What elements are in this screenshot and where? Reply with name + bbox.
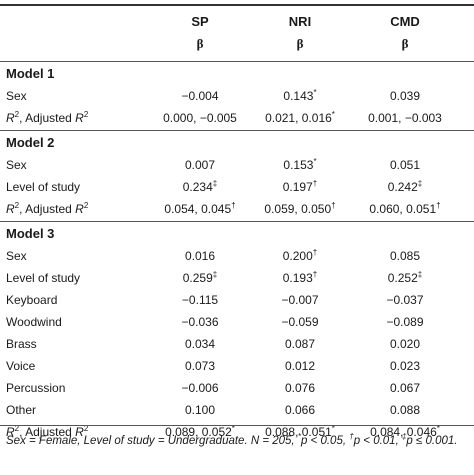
cell-cmd: 0.060, 0.051†	[369, 201, 441, 217]
row-label: Sex	[6, 89, 27, 103]
cell-nri: 0.076	[284, 381, 316, 395]
cell-nri: −0.007	[281, 293, 319, 307]
table-row: Level of study 0.234‡ 0.197† 0.242‡	[0, 176, 474, 198]
row-label: R2, Adjusted R2	[6, 424, 89, 440]
cell-nri: 0.193†	[282, 270, 318, 286]
cell-cmd: 0.039	[389, 89, 421, 103]
cell-nri: 0.059, 0.050†	[264, 201, 336, 217]
cell-nri: 0.021, 0.016*	[265, 110, 335, 126]
row-label: R2, Adjusted R2	[6, 201, 89, 217]
row-label: Percussion	[6, 381, 66, 395]
cell-sp: 0.007	[184, 158, 216, 172]
cell-cmd: 0.020	[389, 337, 421, 351]
model-divider	[0, 130, 474, 131]
cell-cmd: 0.023	[389, 359, 421, 373]
cell-sp: 0.054, 0.045†	[164, 201, 236, 217]
model-heading-row: Model 2	[0, 132, 474, 154]
model-divider	[0, 221, 474, 222]
cell-sp: 0.259‡	[182, 270, 218, 286]
cell-sp: −0.036	[181, 315, 219, 329]
table-row: R2, Adjusted R2 0.054, 0.045† 0.059, 0.050…	[0, 198, 474, 220]
model-title: Model 3	[6, 226, 55, 241]
header-sp: SP	[191, 14, 209, 29]
model-heading-row: Model 1	[0, 63, 474, 85]
cell-cmd: 0.085	[389, 249, 421, 263]
cell-cmd: 0.084, 0.046*	[370, 424, 440, 440]
table-row: Other 0.100 0.066 0.088	[0, 399, 474, 421]
cell-cmd: 0.088	[389, 403, 421, 417]
row-label: Voice	[6, 359, 36, 373]
row-label: R2, Adjusted R2	[6, 110, 89, 126]
model-title: Model 2	[6, 135, 55, 150]
row-label: Sex	[6, 158, 27, 172]
beta-cmd: β	[401, 36, 409, 51]
model-heading-row: Model 3	[0, 223, 474, 245]
cell-cmd: 0.252‡	[387, 270, 423, 286]
header-cmd: CMD	[390, 14, 420, 29]
cell-cmd: 0.001, −0.003	[368, 111, 442, 125]
table-row: Voice 0.073 0.012 0.023	[0, 355, 474, 377]
table-footnote: Sex = Female, Level of study = Undergrad…	[6, 432, 458, 447]
table-row: R2, Adjusted R2 0.089, 0.052* 0.088, 0.051…	[0, 421, 474, 443]
row-label: Level of study	[6, 180, 81, 194]
cell-nri: 0.087	[284, 337, 316, 351]
table-row: Percussion −0.006 0.076 0.067	[0, 377, 474, 399]
model-title: Model 1	[6, 66, 55, 81]
row-label: Keyboard	[6, 293, 58, 307]
table-row: Level of study 0.259‡ 0.193† 0.252‡	[0, 267, 474, 289]
row-label: Level of study	[6, 271, 81, 285]
table-row: Brass 0.034 0.087 0.020	[0, 333, 474, 355]
cell-sp: 0.234‡	[182, 179, 218, 195]
cell-cmd: −0.089	[386, 315, 424, 329]
table-bottom-rule	[0, 425, 474, 426]
cell-nri: 0.153*	[283, 157, 317, 173]
row-label: Sex	[6, 249, 27, 263]
cell-nri: 0.200†	[282, 248, 318, 264]
cell-sp: 0.016	[184, 249, 216, 263]
table-row: Sex 0.016 0.200† 0.085	[0, 245, 474, 267]
cell-cmd: 0.242‡	[387, 179, 423, 195]
row-label: Woodwind	[6, 315, 62, 329]
beta-row: β β β	[0, 33, 474, 55]
beta-sp: β	[196, 36, 204, 51]
cell-sp: 0.000, −0.005	[163, 111, 237, 125]
cell-sp: 0.073	[184, 359, 216, 373]
cell-cmd: −0.037	[386, 293, 424, 307]
table-row: Keyboard −0.115 −0.007 −0.037	[0, 289, 474, 311]
cell-nri: 0.012	[284, 359, 316, 373]
cell-sp: 0.034	[184, 337, 216, 351]
cell-sp: −0.004	[181, 89, 219, 103]
header-rule	[0, 61, 474, 62]
table-row: Woodwind −0.036 −0.059 −0.089	[0, 311, 474, 333]
table-row: Sex −0.004 0.143* 0.039	[0, 85, 474, 107]
cell-cmd: 0.067	[389, 381, 421, 395]
header-row: SP NRI CMD	[0, 11, 474, 33]
beta-nri: β	[296, 36, 304, 51]
cell-sp: −0.115	[181, 293, 219, 307]
header-nri: NRI	[288, 14, 312, 29]
cell-nri: 0.143*	[283, 88, 317, 104]
cell-nri: −0.059	[281, 315, 319, 329]
table-row: R2, Adjusted R2 0.000, −0.005 0.021, 0.016…	[0, 107, 474, 129]
cell-sp: −0.006	[181, 381, 219, 395]
table-row: Sex 0.007 0.153* 0.051	[0, 154, 474, 176]
cell-nri: 0.197†	[282, 179, 318, 195]
row-label: Other	[6, 403, 37, 417]
cell-sp: 0.100	[184, 403, 216, 417]
cell-nri: 0.066	[284, 403, 316, 417]
row-label: Brass	[6, 337, 37, 351]
table-top-rule	[0, 4, 474, 6]
cell-cmd: 0.051	[389, 158, 421, 172]
cell-sp: 0.089, 0.052*	[165, 424, 235, 440]
cell-nri: 0.088, 0.051*	[265, 424, 335, 440]
